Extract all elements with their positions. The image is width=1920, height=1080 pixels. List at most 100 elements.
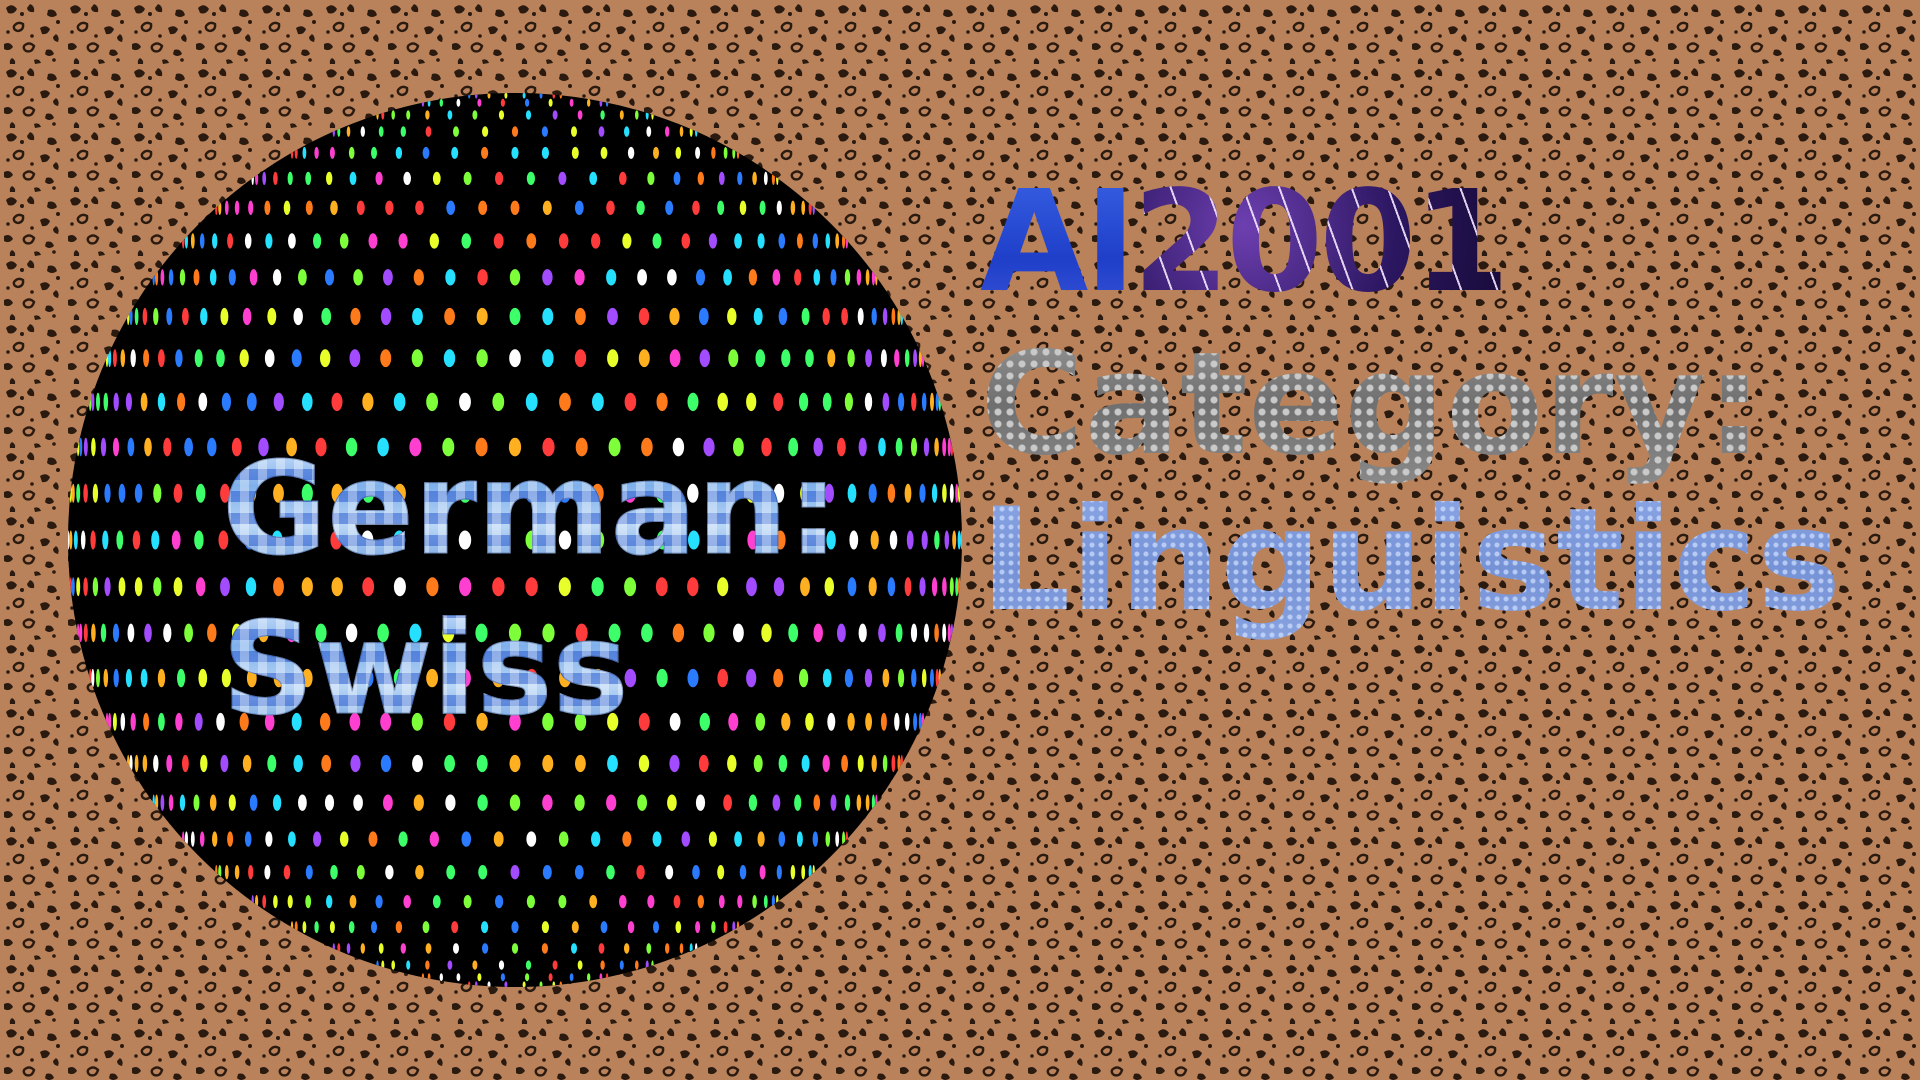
disco-dot	[919, 577, 926, 597]
disco-dot	[755, 349, 766, 368]
disco-dot	[130, 712, 136, 731]
disco-dot	[209, 269, 217, 286]
disco-dot	[923, 623, 930, 643]
disco-dot	[539, 93, 543, 99]
category-value: Linguistics	[980, 478, 1842, 643]
disco-dot	[681, 233, 691, 249]
disco-dot	[196, 577, 206, 597]
disco-dot	[875, 794, 878, 811]
disco-dot	[911, 392, 917, 412]
disco-dot	[108, 712, 112, 731]
disco-dot	[89, 392, 92, 412]
disco-dot	[125, 668, 132, 688]
disco-dot	[262, 895, 267, 909]
disco-dot	[935, 392, 939, 412]
disco-dot	[228, 794, 236, 811]
disco-dot	[193, 269, 200, 286]
disco-dot	[895, 437, 903, 457]
disco-dot	[607, 349, 619, 368]
disco-dot	[673, 895, 681, 909]
disco-dot	[413, 269, 424, 286]
disco-dot	[737, 171, 743, 185]
disco-dot	[290, 921, 294, 934]
disco-dot	[955, 577, 959, 597]
disco-dot	[118, 483, 126, 503]
disco-dot	[624, 943, 630, 954]
disco-dot	[444, 754, 455, 773]
disco-dot	[763, 171, 768, 185]
disco-dot	[427, 98, 431, 107]
globe-label-line-2: Swiss	[221, 590, 840, 750]
disco-dot	[221, 392, 231, 412]
disco-dot	[477, 794, 488, 811]
disco-dot	[509, 307, 521, 326]
disco-dot	[103, 392, 109, 412]
disco-dot	[559, 981, 562, 987]
disco-dot	[155, 269, 159, 286]
disco-dot	[882, 668, 890, 688]
disco-dot	[190, 233, 195, 249]
disco-dot	[930, 392, 934, 412]
disco-dot	[160, 794, 165, 811]
disco-dot	[522, 981, 526, 987]
disco-dot	[273, 895, 278, 909]
disco-dot	[422, 146, 430, 159]
disco-dot	[500, 973, 505, 982]
disco-dot	[695, 126, 698, 137]
disco-dot	[112, 623, 120, 643]
disco-dot	[510, 200, 520, 215]
disco-dot	[808, 200, 812, 215]
disco-dot	[398, 233, 408, 249]
disco-dot	[727, 307, 737, 326]
disco-dot	[619, 895, 627, 909]
disco-dot	[606, 794, 617, 811]
disco-dot	[878, 437, 886, 457]
disco-dot	[194, 349, 203, 368]
disco-dot	[493, 233, 504, 249]
disco-dot	[571, 921, 579, 934]
disco-dot	[453, 943, 459, 954]
disco-dot	[360, 126, 365, 137]
disco-dot	[175, 349, 183, 368]
disco-dot	[525, 960, 532, 970]
disco-dot	[542, 269, 553, 286]
disco-dot	[324, 794, 335, 811]
disco-dot	[272, 269, 282, 286]
disco-dot	[904, 577, 912, 597]
disco-dot	[790, 865, 796, 880]
disco-dot	[349, 895, 357, 909]
disco-dot	[324, 269, 335, 286]
disco-dot	[264, 200, 271, 215]
disco-dot	[835, 233, 840, 249]
disco-dot	[606, 269, 617, 286]
disco-dot	[500, 98, 505, 107]
disco-dot	[425, 943, 432, 954]
disco-dot	[753, 307, 763, 326]
disco-dot	[773, 392, 784, 412]
disco-dot	[337, 943, 341, 954]
disco-dot	[477, 269, 488, 286]
disco-dot	[865, 269, 870, 286]
disco-dot	[227, 233, 234, 249]
disco-dot	[459, 392, 471, 412]
disco-dot	[287, 171, 293, 185]
disco-dot	[112, 437, 120, 457]
disco-dot	[845, 831, 848, 847]
disco-dot	[376, 960, 379, 970]
disco-dot	[313, 831, 322, 847]
disco-dot	[844, 668, 854, 688]
disco-dot	[913, 349, 918, 368]
disco-dot	[957, 530, 961, 550]
disco-dot	[938, 392, 941, 412]
disco-dot	[194, 712, 203, 731]
disco-dot	[182, 831, 185, 847]
disco-dot	[552, 981, 556, 987]
disco-dot	[575, 754, 586, 773]
disco-dot	[190, 831, 195, 847]
disco-dot	[574, 865, 584, 880]
disco-dot	[790, 200, 796, 215]
disco-dot	[267, 307, 277, 326]
disco-dot	[878, 623, 886, 643]
disco-dot	[415, 200, 424, 215]
disco-dot	[732, 146, 736, 159]
